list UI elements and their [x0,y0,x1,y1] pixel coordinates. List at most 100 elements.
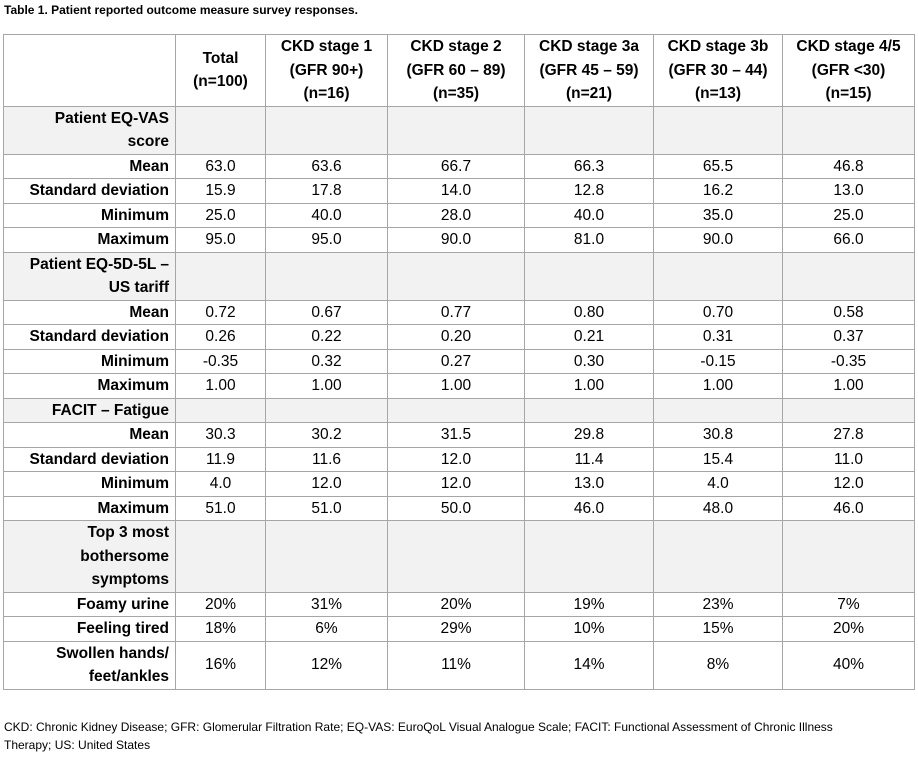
empty-cell [653,520,783,593]
row-label: Swollen hands/feet/ankles [3,640,176,690]
cell-line: symptoms [91,571,169,588]
value-cell: 40.0 [265,202,388,228]
row-label: Maximum [3,227,176,253]
value-cell: 12.0 [387,446,525,472]
value-cell: 0.27 [387,348,525,374]
empty-cell [387,251,525,301]
cell-line: Minimum [100,352,169,370]
value-cell: 11.9 [175,446,266,472]
value-cell: 81.0 [524,227,654,253]
value-cell: 1.00 [524,373,654,399]
value-cell: 11.4 [524,446,654,472]
cell-line: Feeling tired [76,620,169,637]
value-cell: 30.8 [653,422,783,448]
value-cell: 65.5 [653,153,783,179]
cell-line: Standard deviation [29,182,169,199]
table-row: Foamy urine 20% 31% 20% 19% 23% 7% [3,591,915,617]
value-cell: 20% [782,616,915,642]
empty-cell [265,251,388,301]
row-label: Minimum [3,348,176,374]
row-label: Mean [3,299,176,325]
value-cell: 12.8 [524,178,654,204]
empty-cell [387,105,525,155]
value-cell: 95.0 [265,227,388,253]
table-row: Mean 0.72 0.67 0.77 0.80 0.70 0.58 [3,299,915,325]
table-footnote: CKD: Chronic Kidney Disease; GFR: Glomer… [4,720,833,752]
value-cell: 0.77 [387,299,525,325]
section-row: Patient EQ-VAS score [3,105,915,155]
value-cell: 48.0 [653,495,783,521]
row-label: Mean [3,153,176,179]
value-cell: 0.20 [387,324,525,350]
cell-line: bothersome [80,547,169,565]
value-cell: 30.2 [265,422,388,448]
cell-line: (GFR 90+) [289,61,364,79]
value-cell: 30.3 [175,422,266,448]
cell-line: CKD stage 3b [667,38,769,55]
cell-line: (n=15) [825,85,872,102]
table-row: Swollen hands/feet/ankles 16% 12% 11% 14% 8% 4… [3,640,915,690]
value-cell: 16% [175,640,266,690]
table-row: Feeling tired 18% 6% 29% 10% 15% 20% [3,616,915,642]
row-label: Feeling tired [3,616,176,642]
empty-cell [524,105,654,155]
value-cell: 27.8 [782,422,915,448]
value-cell: 12% [265,640,388,690]
value-cell: 17.8 [265,178,388,204]
value-cell: 95.0 [175,227,266,253]
cell-line: Mean [129,157,169,175]
cell-line: CKD stage 3a [539,38,639,55]
cell-line: US tariff [108,279,169,296]
cell-line: Foamy urine [76,595,169,613]
empty-cell [653,105,783,155]
table-row: Standard deviation 11.9 11.6 12.0 11.4 15.4 11… [3,446,915,472]
empty-cell [265,520,388,593]
column-header: CKD stage 3a (GFR 45 – 59) (n=21) [524,34,654,107]
value-cell: 15% [653,616,783,642]
cell-line: CKD stage 1 [280,38,373,55]
table-row: Mean 63.0 63.6 66.7 66.3 65.5 46.8 [3,153,915,179]
section-label: Patient EQ-5D-5L – US tariff [3,251,176,301]
section-label: Patient EQ-VAS score [3,105,176,155]
value-cell: 0.21 [524,324,654,350]
cell-line: CKD stage 4/5 [796,38,901,55]
value-cell: 15.4 [653,446,783,472]
table-row: Mean 30.3 30.2 31.5 29.8 30.8 27.8 [3,422,915,448]
column-header: CKD stage 1 (GFR 90+) (n=16) [265,34,388,107]
value-cell: 8% [653,640,783,690]
empty-cell [653,397,783,423]
value-cell: 46.8 [782,153,915,179]
value-cell: 25.0 [782,202,915,228]
value-cell: 1.00 [175,373,266,399]
value-cell: 0.70 [653,299,783,325]
value-cell: -0.15 [653,348,783,374]
outcome-table: Total (n=100) CKD stage 1 (GFR 90+) (n=16) CK… [3,34,915,690]
empty-cell [387,397,525,423]
value-cell: 25.0 [175,202,266,228]
cell-line: Minimum [100,475,169,492]
column-header: CKD stage 4/5 (GFR <30) (n=15) [782,34,915,107]
value-cell: 51.0 [265,495,388,521]
empty-cell [782,105,915,155]
value-cell: 0.32 [265,348,388,374]
table-row: Maximum 95.0 95.0 90.0 81.0 90.0 66.0 [3,227,915,253]
table-row: Standard deviation 0.26 0.22 0.20 0.21 0.31 0.… [3,324,915,350]
value-cell: 0.72 [175,299,266,325]
value-cell: 1.00 [387,373,525,399]
empty-cell [782,520,915,593]
value-cell: 66.7 [387,153,525,179]
value-cell: 7% [782,591,915,617]
value-cell: 1.00 [265,373,388,399]
row-label: Standard deviation [3,446,176,472]
empty-cell [175,105,266,155]
value-cell: 66.0 [782,227,915,253]
header-row: Total (n=100) CKD stage 1 (GFR 90+) (n=16) CK… [3,34,915,107]
section-label: Top 3 most bothersome symptoms [3,520,176,593]
column-header: Total (n=100) [175,34,266,107]
table-body: Patient EQ-VAS score Mean 63.0 63.6 66.7 66.3 6… [3,105,915,690]
value-cell: 31% [265,591,388,617]
value-cell: 0.37 [782,324,915,350]
value-cell: 51.0 [175,495,266,521]
cell-line: CKD stage 2 [410,38,502,55]
value-cell: 90.0 [387,227,525,253]
